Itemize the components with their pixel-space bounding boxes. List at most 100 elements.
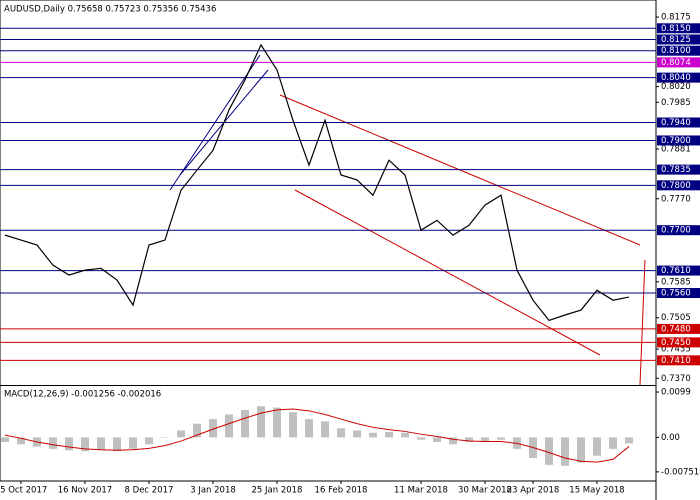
macd-bar [481,437,489,442]
macd-bar [129,437,137,449]
level-tag: 0.7700 [657,225,700,236]
macd-bar [17,437,25,445]
macd-bar [97,437,105,451]
level-label: 0.7940 [661,118,691,128]
y-tick-label: 0.7505 [661,313,691,323]
macd-bar [193,423,201,438]
level-tag: 0.7900 [657,135,700,146]
macd-bar [449,437,457,445]
level-box [657,135,700,146]
level-box [657,265,700,276]
chart-title: AUDUSD,Daily 0.75658 0.75723 0.75356 0.7… [4,5,216,15]
level-label: 0.7900 [661,136,691,146]
macd-bar [273,407,281,438]
macd-bar [81,437,89,452]
macd-bar [321,421,329,438]
level-tag: 0.7450 [657,337,700,348]
macd-bar [177,430,185,438]
macd-bar [545,437,553,465]
macd-bar [289,412,297,438]
macd-bar [337,428,345,438]
level-tag: 0.8150 [657,23,700,34]
level-label: 0.7800 [661,181,691,191]
level-tag: 0.7800 [657,180,700,191]
level-label: 0.7410 [661,356,691,366]
signal-line [4,408,630,463]
level-box [657,117,700,128]
level-box [657,180,700,191]
x-tick-label: 25 Jan 2018 [252,486,303,496]
x-tick-label: 8 Dec 2017 [125,486,174,496]
macd-bar [113,437,121,452]
y-tick-label: 0.7435 [661,345,691,355]
macd-title: MACD(12,26,9) -0.001256 -0.002016 [4,390,161,400]
level-label: 0.8125 [661,35,691,45]
level-box [657,57,700,68]
macd-bar [401,432,409,438]
level-box [657,164,700,175]
macd-bar [209,419,217,438]
x-tick-label: 15 May 2018 [569,486,624,496]
level-label: 0.8040 [661,73,691,83]
level-box [657,72,700,83]
level-box [657,323,700,334]
x-tick-label: 16 Nov 2017 [58,486,112,496]
x-tick-label: 30 Mar 2018 [458,486,512,496]
macd-bar [241,409,249,438]
y-tick-label: 0.7770 [661,194,691,204]
macd-bar [49,437,57,449]
level-tag: 0.7410 [657,355,700,366]
y-tick-label: 0.8175 [661,13,691,23]
level-tag: 0.7560 [657,288,700,299]
macd-bar [417,437,425,440]
y-tick-label: 0.7585 [661,277,691,287]
y-tick-label: 0.7881 [661,144,691,154]
level-box [657,34,700,45]
x-tick-label: 25 Oct 2017 [0,486,47,496]
macd-bar [497,437,505,440]
macd-bar [369,432,377,438]
level-box [657,355,700,366]
macd-bar [353,430,361,438]
level-label: 0.7560 [661,289,691,299]
level-box [657,23,700,34]
macd-bar [465,437,473,442]
level-tag: 0.7940 [657,117,700,128]
macd-bar [385,431,393,438]
level-label: 0.7450 [661,338,691,348]
macd-bar [145,437,153,445]
x-tick-label: 16 Feb 2018 [315,486,368,496]
macd-bar [1,437,9,442]
level-box [657,337,700,348]
level-tag: 0.8100 [657,45,700,56]
macd-bar [433,437,441,442]
x-tick-label: 23 Apr 2018 [507,486,560,496]
level-box [657,225,700,236]
level-tag: 0.8074 [657,57,700,68]
y-tick-label: 0.7370 [661,374,691,384]
macd-bar [561,437,569,466]
level-label: 0.8100 [661,46,691,56]
level-label: 0.8150 [661,24,691,34]
macd-bar [161,437,169,438]
macd-bar [305,419,313,438]
macd-bar [225,414,233,438]
level-box [657,288,700,299]
level-label: 0.7480 [661,324,691,334]
macd-bar [625,437,633,444]
y-tick-label: 0.8020 [661,82,691,92]
level-label: 0.7610 [661,266,691,276]
level-box [657,45,700,56]
level-label: 0.8074 [661,58,691,68]
x-tick-label: 11 Mar 2018 [394,486,448,496]
y-tick-label: 0.0099 [661,388,691,398]
macd-bar [609,437,617,449]
level-tag: 0.7480 [657,323,700,334]
macd-bar [65,437,73,451]
level-label: 0.7835 [661,165,691,175]
macd-bar [593,437,601,456]
y-tick-label: -0.007519 [661,467,700,477]
level-tag: 0.7835 [657,164,700,175]
level-tag: 0.8040 [657,72,700,83]
